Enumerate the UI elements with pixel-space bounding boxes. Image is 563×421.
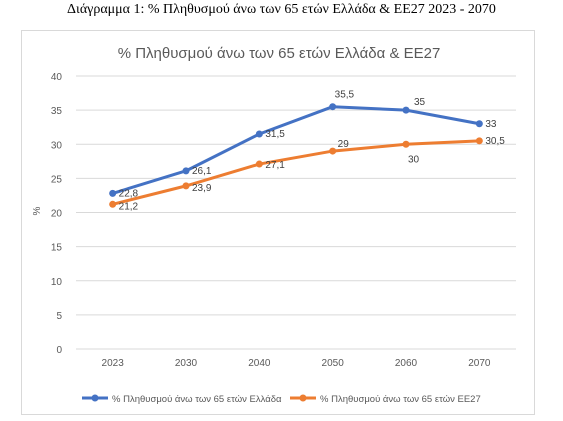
data-point: [109, 189, 117, 197]
figure-caption: Διάγραμμα 1: % Πληθυσμού άνω των 65 ετών…: [67, 2, 496, 17]
legend-marker: [91, 394, 99, 402]
data-label: 31,5: [265, 129, 285, 140]
gridlines: [76, 75, 516, 350]
data-point: [182, 167, 190, 175]
data-point: [182, 182, 190, 190]
data-label: 29: [338, 139, 350, 150]
series-line: [111, 139, 481, 206]
data-point: [329, 147, 337, 155]
legend: % Πληθυσμού άνω των 65 ετών Ελλάδα % Πληθ…: [82, 394, 481, 405]
data-label: 35: [414, 97, 426, 108]
series-lines: [109, 103, 483, 208]
line-chart: % Πληθυσμού άνω των 65 ετών Ελλάδα & ΕΕ2…: [32, 45, 516, 405]
data-point: [402, 140, 410, 148]
x-tick-label: 2023: [102, 358, 125, 369]
y-tick-label: 25: [51, 174, 63, 185]
data-point: [475, 137, 483, 145]
legend-label: % Πληθυσμού άνω των 65 ετών Ελλάδα: [112, 394, 282, 405]
legend-marker: [299, 394, 307, 402]
legend-label: % Πληθυσμού άνω των 65 ετών ΕΕ27: [320, 394, 481, 405]
y-tick-label: 30: [51, 140, 63, 151]
data-label: 23,9: [192, 183, 212, 194]
x-tick-label: 2070: [468, 358, 491, 369]
y-tick-label: 35: [51, 106, 63, 117]
data-label: 33: [485, 119, 497, 130]
x-tick-labels: 2023 2030 2040 2050 2060 2070: [102, 358, 491, 369]
data-point: [255, 130, 263, 138]
y-tick-label: 15: [51, 243, 63, 254]
data-point: [255, 160, 263, 168]
x-tick-label: 2030: [175, 358, 198, 369]
data-point: [402, 106, 410, 114]
chart-frame: % Πληθυσμού άνω των 65 ετών Ελλάδα & ΕΕ2…: [21, 30, 535, 415]
data-point: [475, 120, 483, 128]
data-point: [329, 103, 337, 111]
x-tick-label: 2040: [248, 358, 271, 369]
y-tick-label: 40: [51, 72, 63, 83]
data-label: 26,1: [192, 166, 212, 177]
data-label: 21,2: [119, 201, 139, 212]
data-label: 27,1: [265, 160, 285, 171]
data-label: 35,5: [335, 90, 355, 101]
data-point: [109, 200, 117, 208]
y-tick-label: 20: [51, 209, 63, 220]
x-tick-label: 2050: [322, 358, 345, 369]
data-label: 22,8: [119, 188, 139, 199]
series-line: [111, 105, 481, 195]
chart-title: % Πληθυσμού άνω των 65 ετών Ελλάδα & ΕΕ2…: [118, 45, 441, 62]
x-tick-label: 2060: [395, 358, 418, 369]
data-label: 30: [408, 154, 420, 165]
y-tick-labels: 0 5 10 15 20 25 30 35 40: [51, 72, 63, 356]
y-tick-label: 5: [56, 311, 62, 322]
y-tick-label: 10: [51, 277, 63, 288]
y-axis-label: %: [32, 206, 43, 215]
data-labels: 22,8 26,1 31,5 35,5 35 33 21,2 23,9 27,1 29 30 30,5: [119, 90, 506, 213]
data-label: 30,5: [485, 136, 505, 147]
y-tick-label: 0: [56, 345, 62, 356]
